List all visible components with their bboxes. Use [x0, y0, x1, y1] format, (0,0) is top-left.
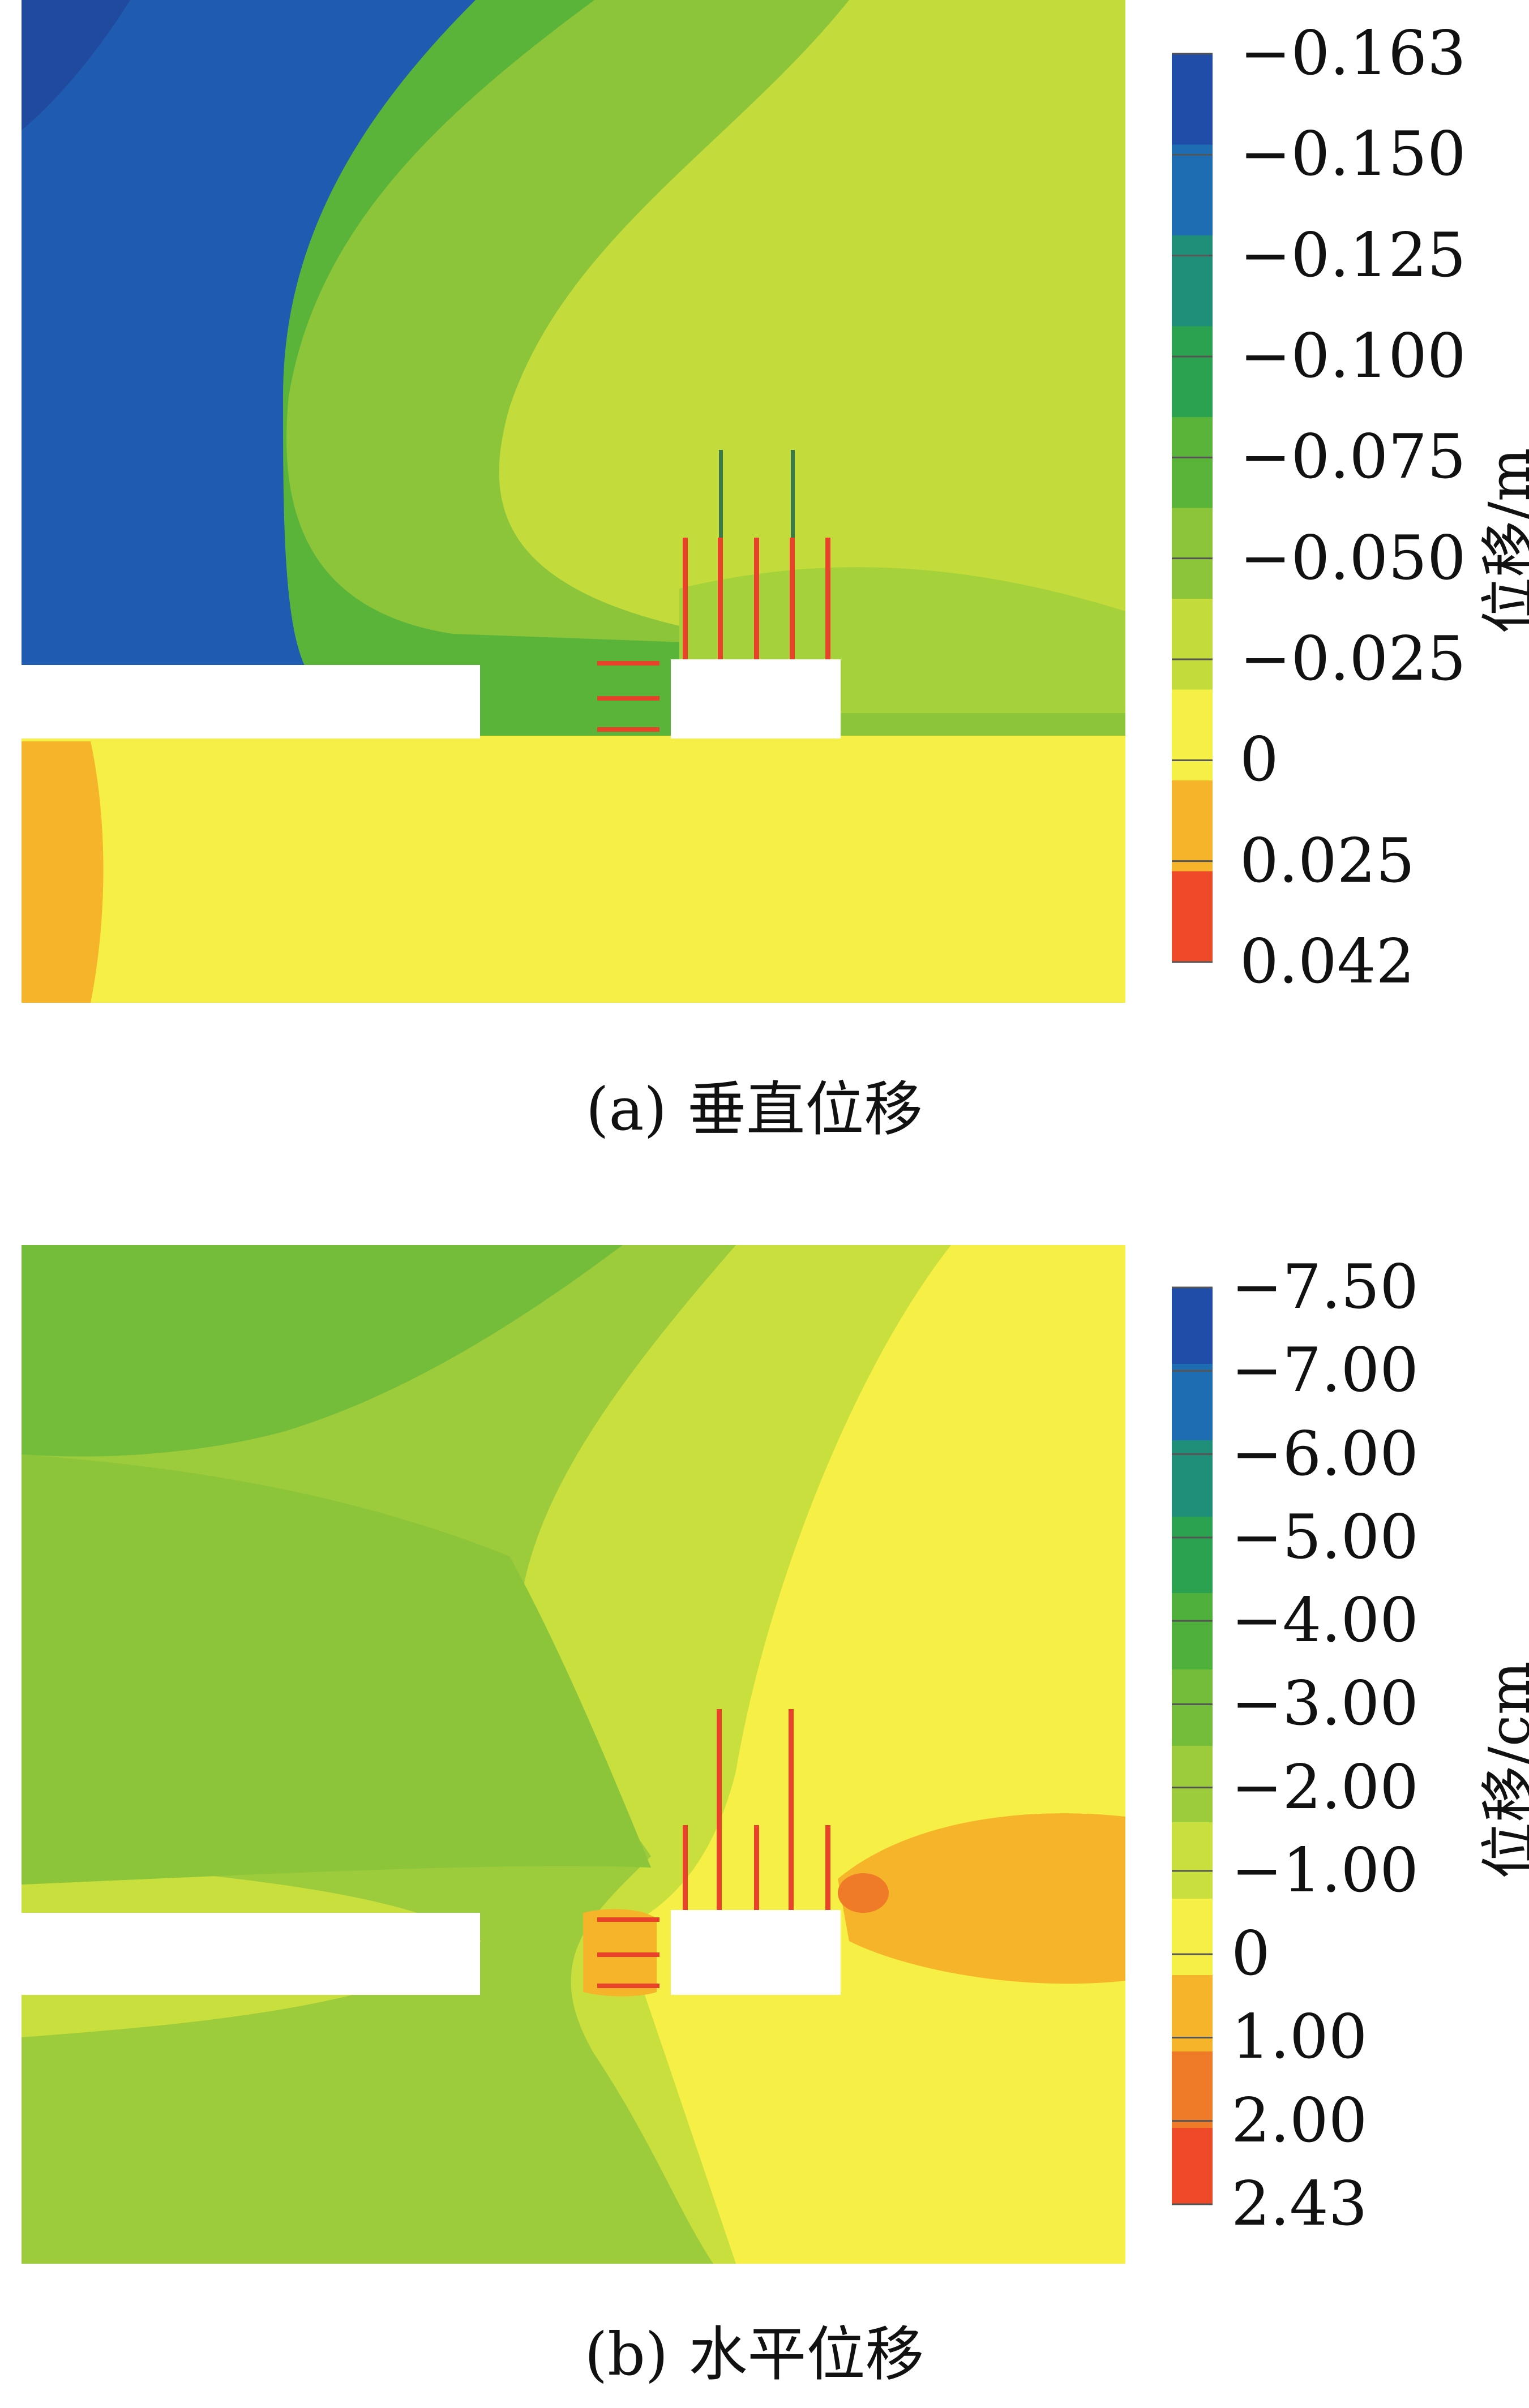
colorbar-tick-label-0: −7.50 — [1231, 1252, 1419, 1323]
heave-zone — [22, 741, 104, 1003]
anchor-b-long-2 — [789, 1709, 794, 1910]
colorbar-tick-label-2: −0.125 — [1240, 220, 1466, 291]
colorbar-segment-6 — [1172, 599, 1213, 690]
colorbar-tick-label-6: −0.025 — [1240, 624, 1466, 694]
tunnel-right — [671, 659, 841, 739]
tunnel-right-b — [671, 1910, 841, 1995]
colorbar-tick-label-3: −0.100 — [1240, 321, 1466, 392]
colorbar-segment-7 — [1172, 1822, 1213, 1899]
panel-horizontal-displacement: −7.50 −7.00 −6.00 −5.00 −4.00 −3.00 −2.00 −1.00… — [0, 1205, 1529, 2408]
anchor-b-h-2 — [597, 1952, 659, 1957]
caption-a-tag: (a) — [585, 1075, 667, 1144]
anchor-5 — [825, 538, 830, 659]
anchor-h-2 — [597, 696, 659, 701]
contour-plot-vertical — [22, 0, 1213, 1003]
caption-a-text: 垂直位移 — [687, 1075, 923, 1144]
colorbar-tick-label-4: −4.00 — [1231, 1585, 1419, 1656]
colorbar-segment-0 — [1172, 1287, 1213, 1364]
anchor-bolts-b — [597, 1709, 830, 1988]
caption-b: (b) 水平位移 — [0, 2306, 1529, 2392]
colorbar-tick-label-5: −0.050 — [1240, 522, 1466, 594]
colorbar-segment-7 — [1172, 689, 1213, 781]
colorbar-segment-2 — [1172, 235, 1213, 327]
caption-b-tag: (b) — [584, 2320, 669, 2389]
colorbar-tick-label-3: −5.00 — [1231, 1501, 1419, 1573]
colorbar-segment-4 — [1172, 1593, 1213, 1670]
zone-peak — [22, 0, 130, 130]
colorbar-unit-label-a: 位移/m — [1476, 448, 1529, 634]
caption-b-text: 水平位移 — [688, 2320, 924, 2389]
colorbar-tick-label-1: −0.150 — [1240, 119, 1466, 190]
colorbar-tick-label-5: −3.00 — [1231, 1668, 1419, 1740]
colorbar-tick-label-9: 1.00 — [1231, 2002, 1368, 2073]
colorbar-tick-label-9: 0.042 — [1240, 926, 1415, 997]
anchor-b-h-3 — [597, 1984, 659, 1988]
anchor-b-1 — [683, 1825, 688, 1910]
colorbar-tick-label-0: −0.163 — [1240, 18, 1466, 89]
colorbar-segment-11 — [1172, 2128, 1213, 2205]
anchor-b-5 — [825, 1825, 830, 1910]
zone-b-mid — [22, 1454, 651, 1885]
lower-zone — [22, 736, 1125, 1003]
anchor-2 — [718, 538, 723, 659]
colorbar-segment-1 — [1172, 1364, 1213, 1441]
colorbar-segment-2 — [1172, 1440, 1213, 1517]
tunnel-left-b — [22, 1913, 480, 1995]
colorbar-tick-label-4: −0.075 — [1240, 422, 1466, 493]
anchor-b-3 — [754, 1825, 759, 1910]
colorbar-segment-1 — [1172, 144, 1213, 236]
anchor-h-3 — [597, 727, 659, 732]
anchor-bolts — [597, 450, 830, 732]
colorbar-tick-label-7: 0 — [1240, 724, 1279, 796]
colorbar-vertical — [1172, 53, 1213, 963]
colorbar-segment-8 — [1172, 780, 1213, 872]
contour-plot-horizontal — [22, 1245, 1213, 2264]
anchor-b-long-1 — [717, 1709, 722, 1910]
zone-b-positive — [838, 1813, 1125, 1984]
colorbar-segment-3 — [1172, 326, 1213, 418]
colorbar-tick-label-2: −6.00 — [1231, 1418, 1419, 1490]
caption-a: (a) 垂直位移 — [0, 1061, 1529, 1147]
zone-b-high — [22, 1245, 623, 1457]
tunnel-left — [22, 665, 480, 739]
panel-vertical-displacement: −0.163 −0.150 −0.125 −0.100 −0.075 −0.050 −0.0… — [0, 0, 1529, 1177]
anchor-h-1 — [597, 661, 659, 666]
colorbar-segment-0 — [1172, 54, 1213, 145]
colorbar-segment-9 — [1172, 871, 1213, 963]
colorbar-segment-10 — [1172, 2051, 1213, 2128]
anchor-4 — [790, 538, 795, 659]
colorbar-horizontal — [1172, 1286, 1213, 2205]
colorbar-tick-label-8: 0 — [1231, 1918, 1270, 1990]
colorbar-segment-6 — [1172, 1746, 1213, 1823]
colorbar-segment-9 — [1172, 1975, 1213, 2052]
colorbar-tick-label-6: −2.00 — [1231, 1752, 1419, 1823]
colorbar-segment-3 — [1172, 1517, 1213, 1594]
colorbar-segment-8 — [1172, 1899, 1213, 1976]
colorbar-tick-label-7: −1.00 — [1231, 1835, 1419, 1906]
zone-b-peak — [838, 1873, 889, 1913]
colorbar-segment-4 — [1172, 417, 1213, 509]
colorbar-unit-label-b: 位移/cm — [1476, 1661, 1529, 1879]
zone-max-settlement — [22, 0, 476, 668]
colorbar-tick-label-1: −7.00 — [1231, 1335, 1419, 1406]
anchor-b-h-1 — [597, 1917, 659, 1922]
anchor-3 — [754, 538, 759, 659]
colorbar-tick-label-11: 2.43 — [1231, 2169, 1368, 2239]
colorbar-tick-label-8: 0.025 — [1240, 825, 1415, 896]
anchor-1 — [683, 538, 688, 659]
colorbar-segment-5 — [1172, 1669, 1213, 1746]
colorbar-segment-5 — [1172, 508, 1213, 599]
colorbar-tick-label-10: 2.00 — [1231, 2085, 1368, 2156]
